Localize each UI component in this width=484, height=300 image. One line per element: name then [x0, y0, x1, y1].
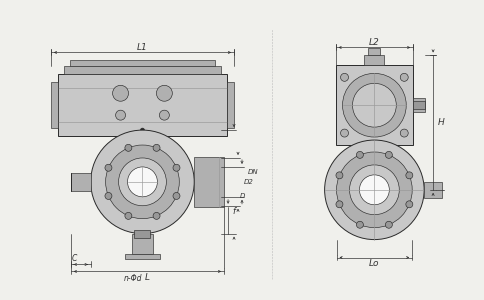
- Circle shape: [349, 165, 399, 215]
- Circle shape: [336, 201, 343, 208]
- Circle shape: [153, 144, 160, 151]
- Circle shape: [173, 164, 180, 171]
- Text: DN: DN: [248, 169, 258, 175]
- Text: f: f: [232, 207, 235, 216]
- Circle shape: [325, 140, 424, 240]
- Bar: [58, 74, 227, 136]
- Bar: [135, 230, 151, 238]
- Bar: [194, 157, 224, 207]
- Circle shape: [113, 85, 129, 101]
- Bar: [70, 60, 215, 66]
- Bar: [368, 49, 380, 56]
- Circle shape: [159, 110, 169, 120]
- Circle shape: [153, 212, 160, 219]
- Circle shape: [127, 167, 157, 197]
- Circle shape: [106, 145, 179, 219]
- Circle shape: [156, 85, 172, 101]
- Bar: [335, 65, 413, 145]
- Circle shape: [400, 129, 408, 137]
- Bar: [350, 170, 398, 175]
- Circle shape: [173, 193, 180, 200]
- Circle shape: [341, 129, 348, 137]
- Circle shape: [336, 152, 412, 228]
- Circle shape: [400, 74, 408, 81]
- Text: Lo: Lo: [369, 259, 379, 268]
- Bar: [71, 173, 91, 191]
- Circle shape: [125, 212, 132, 219]
- Circle shape: [356, 152, 363, 158]
- Text: n-Φd: n-Φd: [123, 274, 142, 283]
- Circle shape: [91, 130, 194, 234]
- Text: D2: D2: [244, 179, 254, 185]
- Circle shape: [336, 172, 343, 179]
- Text: L2: L2: [369, 38, 380, 47]
- Circle shape: [406, 201, 413, 208]
- Bar: [132, 234, 153, 254]
- Bar: [353, 165, 395, 170]
- Bar: [124, 254, 160, 260]
- Bar: [364, 56, 384, 65]
- Circle shape: [125, 144, 132, 151]
- Bar: [121, 164, 165, 168]
- Bar: [413, 101, 425, 109]
- Circle shape: [341, 74, 348, 81]
- Bar: [124, 158, 160, 164]
- Circle shape: [116, 110, 125, 120]
- Circle shape: [360, 175, 389, 205]
- Bar: [359, 145, 390, 165]
- Circle shape: [119, 158, 166, 206]
- Bar: [131, 136, 154, 158]
- Circle shape: [105, 164, 112, 171]
- Text: D: D: [240, 193, 245, 199]
- Circle shape: [343, 74, 406, 137]
- Text: L: L: [145, 273, 150, 282]
- Circle shape: [406, 172, 413, 179]
- Bar: [413, 98, 425, 112]
- Circle shape: [140, 128, 144, 132]
- Text: L1: L1: [137, 43, 148, 52]
- Bar: [64, 66, 221, 74]
- Bar: [424, 182, 442, 198]
- Bar: [227, 82, 234, 128]
- Bar: [136, 144, 149, 154]
- Text: C: C: [72, 254, 77, 263]
- Circle shape: [105, 193, 112, 200]
- Circle shape: [385, 152, 393, 158]
- Circle shape: [385, 221, 393, 228]
- Bar: [51, 82, 58, 128]
- Circle shape: [352, 83, 396, 127]
- Circle shape: [356, 221, 363, 228]
- Text: H: H: [438, 118, 445, 127]
